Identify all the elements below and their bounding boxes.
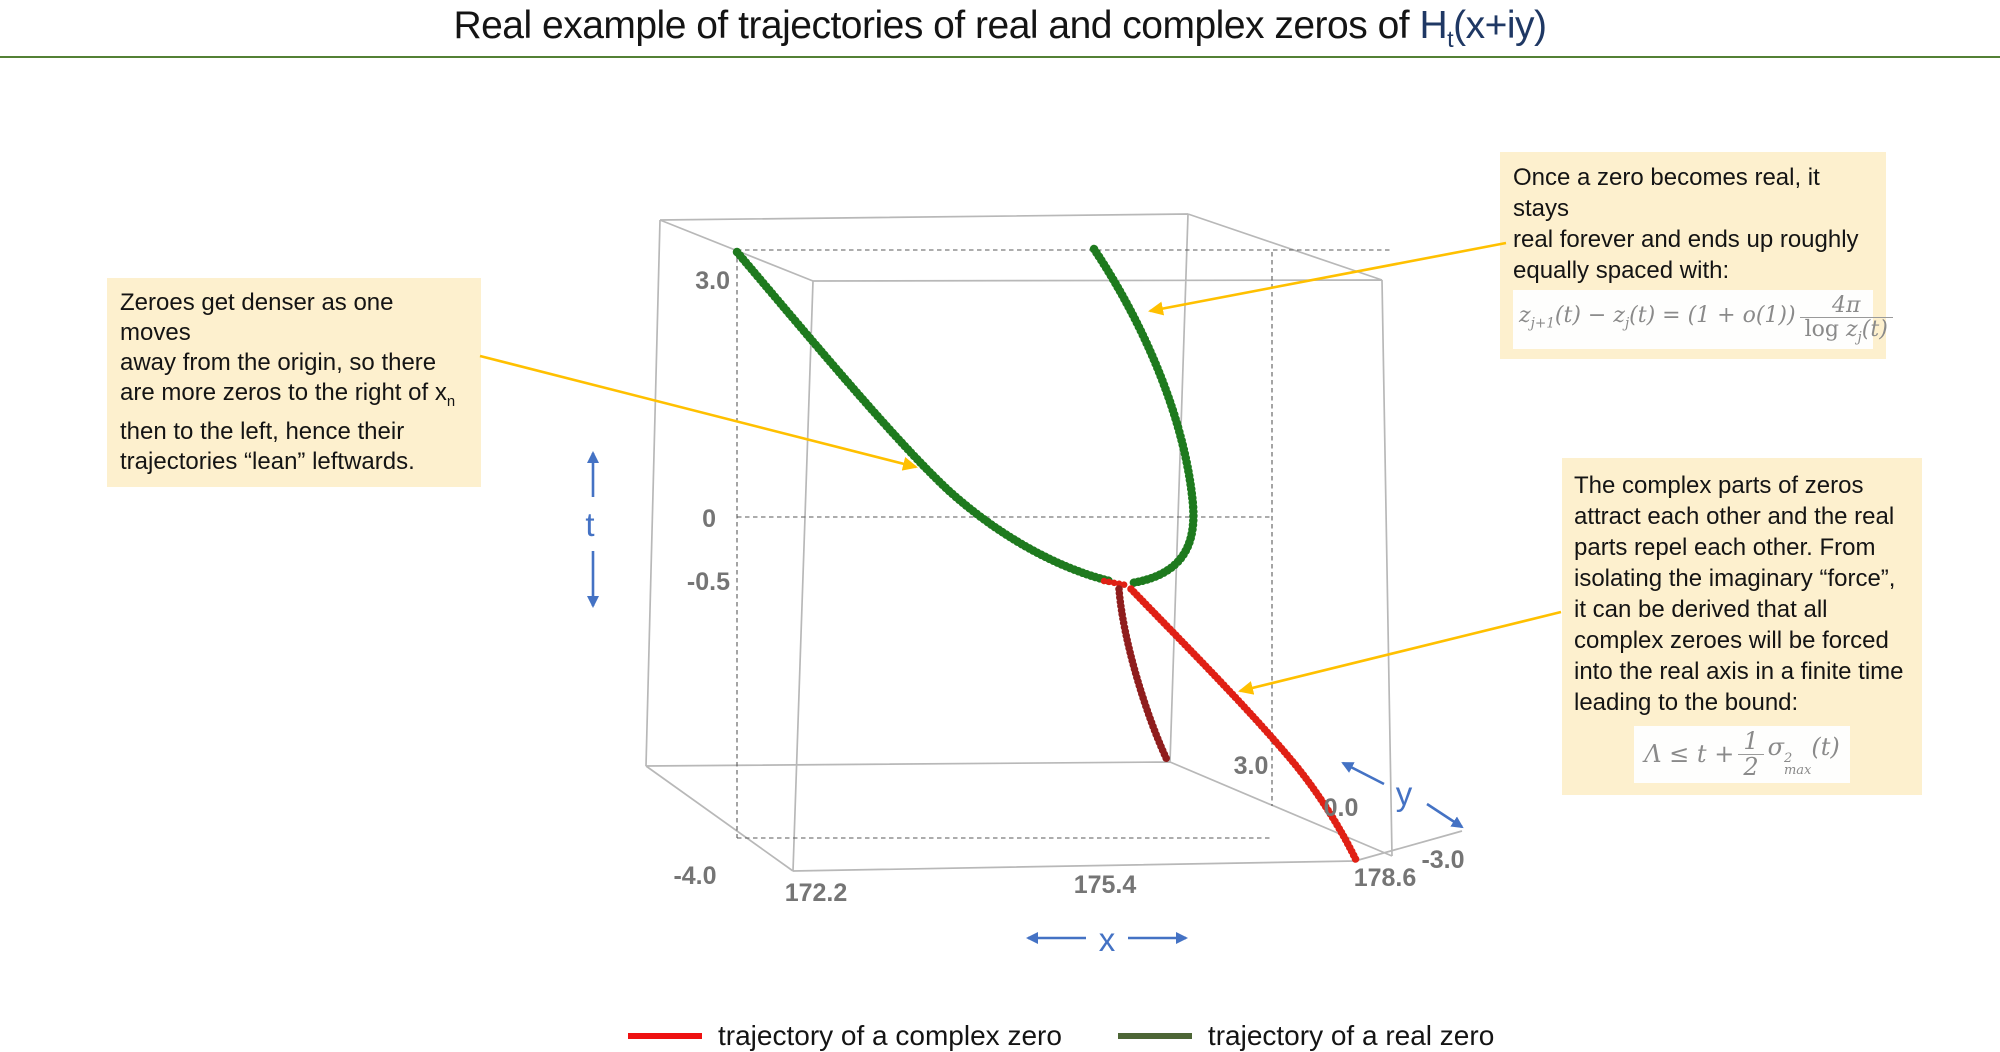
annotation-arrow-right-note (1238, 610, 1562, 695)
annotation-right-line: leading to the bound: (1574, 689, 1799, 716)
y-axis-label: y (1396, 775, 1413, 812)
annotation-top-right-line: Once a zero becomes real, it stays (1513, 164, 1820, 222)
annotation-right: The complex parts of zeros attract each … (1562, 458, 1922, 796)
x-n-subscript: n (446, 393, 456, 410)
cube-dashed-edges (736, 249, 1390, 839)
annotation-right-line: isolating the imaginary “force”, (1574, 565, 1896, 592)
t-tick--0.5: -0.5 (687, 568, 730, 596)
legend-swatch-complex-zero (628, 1033, 702, 1039)
y-tick-0.0: 0.0 (1324, 794, 1359, 822)
title-divider (0, 56, 2000, 58)
y-tick--3.0: -3.0 (1421, 846, 1464, 874)
annotation-left-line: then to the left, hence their (120, 417, 405, 445)
y-tick-3.0: 3.0 (1234, 752, 1269, 780)
x-tick-172.2: 172.2 (785, 879, 848, 907)
annotation-left: Zeroes get denser as one moves away from… (107, 278, 481, 487)
t-tick-3.0: 3.0 (695, 267, 730, 295)
annotation-right-line: parts repel each other. From (1574, 534, 1876, 561)
annotation-right-line: complex zeroes will be forced (1574, 627, 1889, 654)
legend-label-complex-zero: trajectory of a complex zero (718, 1020, 1062, 1051)
annotation-right-line: it can be derived that all (1574, 596, 1828, 623)
annotation-right-line: into the real axis in a finite time (1574, 658, 1904, 685)
annotation-right-line: attract each other and the real (1574, 503, 1895, 530)
annotation-top-right-line: real forever and ends up roughly (1513, 226, 1859, 253)
y-axis-downright-arrow (1426, 802, 1464, 829)
x-tick-178.6: 178.6 (1354, 864, 1417, 892)
y-axis-upleft-arrow (1341, 761, 1385, 786)
annotation-arrow-top-right-note (1148, 241, 1507, 316)
annotation-left-line: are more zeros to the right of xn (120, 379, 456, 410)
axis-direction-arrows (587, 451, 1464, 944)
title-text: Real example of trajectories of real and… (453, 4, 1420, 47)
page-title: Real example of trajectories of real and… (0, 4, 2000, 53)
complex-zero-trajectory-back (1115, 585, 1171, 764)
annotation-arrow-left-note (479, 354, 918, 471)
annotation-left-line: trajectories “lean” leftwards. (120, 447, 415, 475)
complex-zero-collision-point (1100, 577, 1130, 589)
t-tick-0: 0 (702, 505, 716, 533)
legend: trajectory of a complex zero trajectory … (628, 1020, 1494, 1052)
x-axis-label: x (1099, 921, 1116, 958)
t-axis-label: t (585, 506, 594, 543)
annotation-left-line: Zeroes get denser as one moves (120, 289, 394, 346)
cube-solid-edges (645, 213, 1463, 872)
title-math-H: H (1419, 4, 1448, 47)
fraction: 1 2 (1738, 728, 1764, 780)
title-math-rest: (x+iy) (1453, 4, 1547, 47)
annotation-right-line: The complex parts of zeros (1574, 472, 1864, 499)
annotation-left-line: away from the origin, so there (120, 349, 437, 376)
legend-swatch-real-zero (1117, 1033, 1192, 1039)
title-math-sub-t: t (1447, 25, 1454, 52)
real-zero-trajectory-right (1089, 244, 1198, 588)
annotation-top-right: Once a zero becomes real, it stays real … (1500, 152, 1893, 359)
formula-lambda-bound: Λ ≤ t + 1 2 σ 2 max (t) (1634, 726, 1850, 784)
annotation-top-right-line: equally spaced with: (1513, 257, 1730, 284)
formula-zero-spacing: zj+1(t) − zj(t) = (1 + o(1)) 4π log zj(t… (1513, 290, 1893, 349)
x-tick-175.4: 175.4 (1074, 871, 1137, 899)
legend-label-real-zero: trajectory of a real zero (1207, 1020, 1495, 1051)
t-tick--4.0: -4.0 (673, 862, 716, 890)
fraction: 4π log zj(t) (1799, 294, 1893, 345)
complex-zero-trajectory-front (1127, 585, 1360, 864)
real-zero-trajectory-left (732, 247, 1115, 586)
